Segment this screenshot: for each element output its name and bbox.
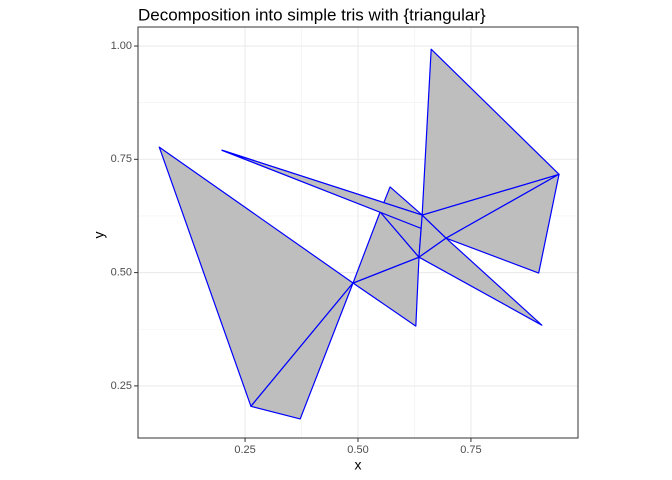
triangle — [418, 237, 543, 326]
triangle — [250, 282, 354, 420]
y-tick-label: 1.00 — [111, 40, 132, 52]
x-tick-label: 0.25 — [234, 444, 255, 456]
triangle — [445, 173, 560, 274]
y-tick-label: 0.75 — [111, 153, 132, 165]
x-tick-label: 0.50 — [347, 444, 368, 456]
triangle — [421, 48, 560, 216]
y-tick-label: 0.25 — [111, 380, 132, 392]
y-tick-label: 0.50 — [111, 267, 132, 279]
y-axis-title: y — [91, 232, 107, 239]
chart-title: Decomposition into simple tris with {tri… — [138, 5, 486, 24]
x-axis-title: x — [355, 457, 362, 473]
x-tick-label: 0.75 — [460, 444, 481, 456]
